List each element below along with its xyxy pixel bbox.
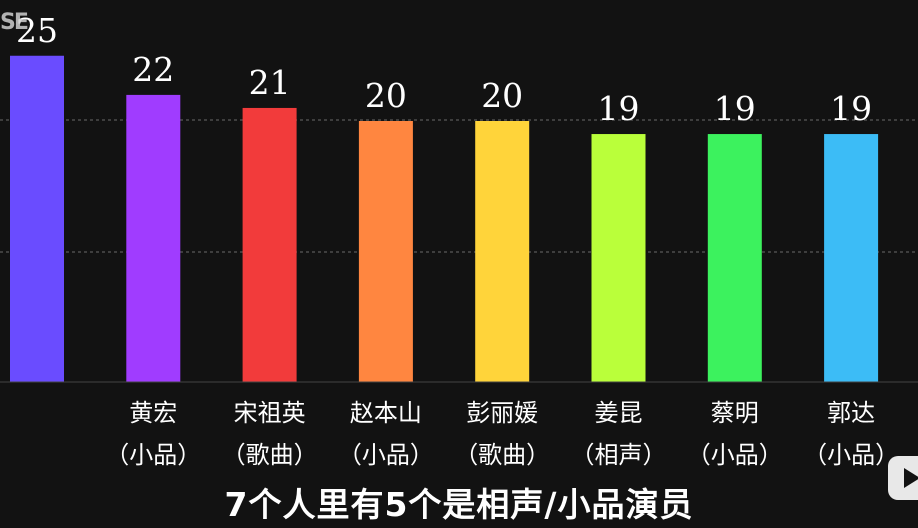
category-name-6: 姜昆: [595, 399, 643, 427]
category-name-3: 宋祖英: [234, 399, 306, 427]
category-genre-8: （小品）: [803, 441, 899, 469]
value-label-7: 19: [714, 89, 756, 128]
category-name-2: 黄宏: [129, 399, 177, 427]
value-label-8: 19: [830, 89, 872, 128]
value-label-2: 22: [132, 50, 174, 89]
category-genre-5: （歌曲）: [454, 441, 550, 469]
category-name-4: 赵本山: [350, 399, 422, 427]
category-genre-6: （相声）: [571, 441, 667, 469]
bar-7: [707, 134, 762, 382]
bar-1: [10, 55, 64, 382]
bar-3: [242, 107, 297, 382]
category-genre-7: （小品）: [687, 441, 783, 469]
value-label-6: 19: [598, 89, 640, 128]
play-icon[interactable]: [888, 456, 918, 500]
bar-4: [358, 121, 413, 382]
category-genre-4: （小品）: [338, 441, 434, 469]
value-label-3: 21: [249, 63, 291, 102]
bar-5: [475, 121, 530, 382]
value-label-5: 20: [481, 76, 523, 115]
video-subtitle: 7个人里有5个是相声/小品演员: [224, 485, 694, 524]
category-genre-2: （小品）: [105, 441, 201, 469]
category-genre-3: （歌曲）: [222, 441, 318, 469]
value-label-4: 20: [365, 76, 407, 115]
category-name-5: 彭丽媛: [466, 399, 538, 427]
bar-6: [591, 134, 646, 382]
channel-logo-fragment: SE: [0, 10, 29, 35]
category-name-7: 蔡明: [711, 399, 759, 427]
value-label-1: 25: [16, 11, 58, 50]
bar-8: [824, 134, 879, 382]
category-name-8: 郭达: [827, 399, 875, 427]
bar-2: [126, 94, 181, 383]
